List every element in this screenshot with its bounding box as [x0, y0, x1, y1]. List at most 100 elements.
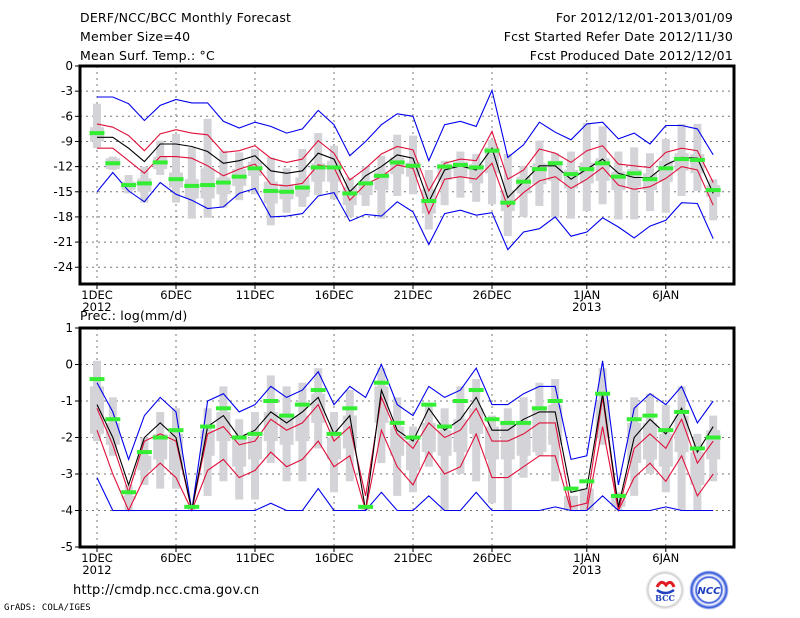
precipitation-observed-mark	[705, 435, 721, 440]
temperature-observed-mark	[168, 177, 184, 182]
temperature-observed-mark	[105, 161, 121, 166]
precipitation-observed-mark	[642, 413, 658, 418]
precipitation-observed-mark	[563, 486, 579, 491]
precipitation-observed-mark	[389, 420, 405, 425]
precipitation-xtick-label: 6JAN	[652, 551, 679, 565]
temperature-observed-mark	[579, 167, 595, 172]
precipitation-observed-mark	[405, 435, 421, 440]
precipitation-xtick-label: 21DEC	[394, 551, 433, 565]
temperature-observed-mark	[626, 171, 642, 176]
precipitation-box-iqr	[390, 426, 405, 456]
fcst-started-label: Fcst Started Refer Date 2012/11/30	[503, 29, 733, 44]
temperature-observed-mark	[705, 188, 721, 193]
precipitation-box-whisker	[488, 415, 496, 504]
grads-credit: GrADS: COLA/IGES	[4, 603, 91, 613]
temperature-box-whisker	[172, 133, 180, 203]
temperature-xtick-label: 26DEC	[473, 288, 512, 302]
source-url[interactable]: http://cmdp.ncc.cma.gov.cn	[73, 583, 260, 598]
precipitation-box-iqr	[469, 408, 484, 434]
precipitation-observed-mark	[136, 450, 152, 455]
precipitation-observed-mark	[342, 406, 358, 411]
precipitation-observed-mark	[121, 490, 137, 495]
temperature-box-whisker	[551, 153, 560, 218]
temperature-box-iqr	[516, 176, 531, 194]
temperature-xtick-label: 1DEC	[81, 288, 112, 302]
temperature-observed-mark	[421, 198, 437, 203]
temperature-observed-mark	[452, 162, 468, 167]
precipitation-xtick-label: 26DEC	[473, 551, 512, 565]
precipitation-observed-mark	[215, 406, 231, 411]
precipitation-box-iqr	[137, 455, 152, 471]
precipitation-observed-mark	[516, 420, 532, 425]
temperature-observed-mark	[642, 177, 658, 182]
temperature-line-ensemble-min	[96, 171, 714, 251]
precipitation-observed-mark	[531, 406, 547, 411]
precipitation-box-iqr	[690, 452, 705, 485]
temperature-observed-mark	[152, 160, 168, 165]
temperature-observed-mark	[263, 188, 279, 193]
precipitation-observed-mark	[373, 380, 389, 385]
precipitation-line-ensemble-mean	[96, 387, 714, 511]
temperature-observed-mark	[326, 165, 342, 170]
temperature-xtick-label: 11DEC	[236, 288, 275, 302]
precipitation-xtick-label: 11DEC	[236, 551, 275, 565]
precipitation-line-lower-spread	[96, 426, 714, 513]
precipitation-observed-mark	[468, 388, 484, 393]
temperature-observed-mark	[531, 167, 547, 172]
temperature-ytick-label: -21	[53, 235, 73, 249]
precipitation-observed-mark	[184, 504, 200, 509]
temperature-observed-mark	[121, 183, 137, 188]
precipitation-box-iqr	[169, 433, 183, 471]
temperature-line-upper-spread	[96, 123, 714, 193]
precipitation-observed-mark	[152, 435, 168, 440]
precipitation-line-ensemble-min	[96, 477, 714, 512]
precipitation-xtick-year-label: 2013	[572, 563, 601, 577]
temperature-observed-mark	[231, 174, 247, 179]
temperature-observed-mark	[389, 160, 405, 165]
precipitation-observed-mark	[437, 424, 453, 429]
precipitation-box-whisker	[440, 408, 449, 511]
precipitation-box-iqr	[595, 401, 610, 438]
precipitation-observed-mark	[484, 417, 500, 422]
temperature-observed-mark	[358, 181, 374, 186]
precipitation-xtick-label: 1DEC	[81, 551, 112, 565]
precipitation-observed-mark	[294, 402, 310, 407]
precipitation-box-iqr	[421, 422, 436, 453]
precipitation-box-iqr	[295, 415, 310, 442]
temperature-box-whisker	[93, 103, 101, 149]
precipitation-ytick-label: 1	[65, 321, 73, 335]
temperature-observed-mark	[184, 183, 200, 188]
precipitation-observed-mark	[231, 435, 247, 440]
temperature-box-iqr	[184, 179, 199, 199]
precipitation-box-iqr	[437, 430, 452, 456]
temperature-observed-mark	[200, 183, 216, 188]
temperature-xtick-label: 6DEC	[160, 288, 191, 302]
temperature-xtick-year-label: 2012	[82, 300, 111, 314]
precip-variable-label: Prec.: log(mm/d)	[80, 308, 188, 323]
temperature-xtick-label: 6JAN	[652, 288, 679, 302]
temperature-observed-mark	[500, 200, 516, 205]
precipitation-observed-mark	[452, 399, 468, 403]
temperature-frame	[78, 64, 736, 286]
temperature-box-whisker	[709, 179, 718, 221]
temperature-observed-mark	[310, 165, 326, 170]
precipitation-box-iqr	[453, 419, 468, 453]
temperature-observed-mark	[468, 165, 484, 170]
precipitation-observed-mark	[689, 446, 705, 451]
temperature-ytick-label: -18	[53, 210, 73, 224]
precipitation-ytick-label: -3	[61, 467, 73, 481]
precipitation-box-iqr	[532, 408, 547, 453]
precipitation-observed-mark	[610, 493, 626, 498]
temperature-xtick-year-label: 2013	[572, 300, 601, 314]
precipitation-box-iqr	[611, 495, 626, 507]
temperature-observed-mark	[342, 191, 358, 196]
temperature-ytick-label: -9	[61, 134, 73, 148]
temperature-ytick-label: -3	[61, 84, 73, 98]
precipitation-box-iqr	[248, 437, 262, 460]
temperature-xtick-label: 1JAN	[573, 288, 600, 302]
precipitation-line-ensemble-max	[96, 360, 714, 511]
temperature-observed-mark	[484, 148, 500, 153]
temperature-line-ensemble-mean	[97, 136, 714, 204]
temperature-observed-mark	[294, 185, 310, 190]
